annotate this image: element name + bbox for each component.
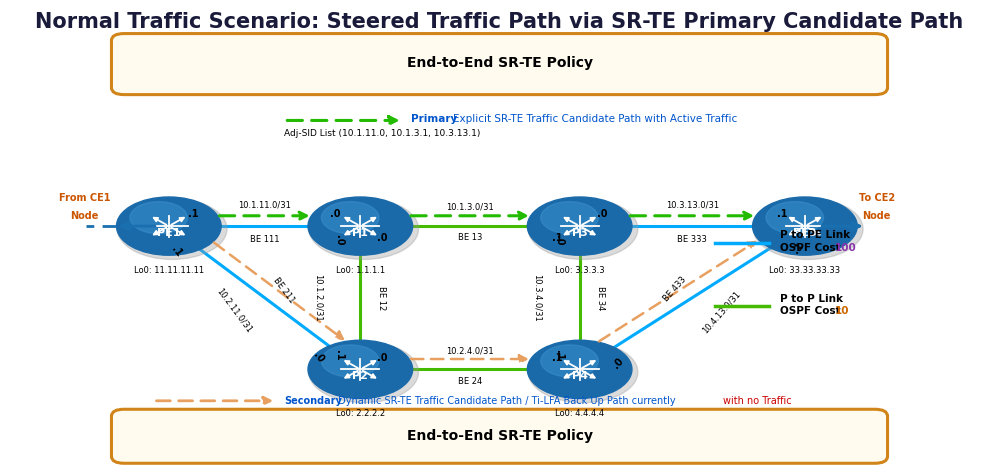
- Text: OSPF Cost: OSPF Cost: [780, 243, 845, 253]
- Text: 10.4.13.0/31: 10.4.13.0/31: [700, 289, 741, 334]
- FancyBboxPatch shape: [112, 33, 887, 95]
- Text: .1: .1: [777, 210, 787, 219]
- Text: Lo0: 1.1.1.1: Lo0: 1.1.1.1: [336, 266, 385, 275]
- Text: P to P Link: P to P Link: [780, 294, 843, 304]
- Circle shape: [527, 197, 632, 255]
- Text: From CE1: From CE1: [59, 193, 110, 203]
- Text: 100: 100: [835, 243, 857, 253]
- Text: BE 24: BE 24: [458, 377, 483, 386]
- Circle shape: [117, 197, 221, 255]
- Text: .1: .1: [552, 353, 563, 363]
- Circle shape: [527, 340, 632, 398]
- Text: .0: .0: [312, 350, 326, 365]
- Text: BE 433: BE 433: [661, 275, 687, 303]
- Text: Lo0: 11.11.11.11: Lo0: 11.11.11.11: [134, 266, 204, 275]
- Text: BE 111: BE 111: [250, 235, 280, 244]
- Text: .0: .0: [610, 356, 625, 370]
- Text: P2: P2: [353, 371, 369, 382]
- Text: End-to-End SR-TE Policy: End-to-End SR-TE Policy: [407, 430, 592, 444]
- Text: PE1: PE1: [157, 228, 181, 238]
- Text: Adj-SID List (10.1.11.0, 10.1.3.1, 10.3.13.1): Adj-SID List (10.1.11.0, 10.1.3.1, 10.3.…: [285, 129, 481, 138]
- Text: Lo0: 33.33.33.33: Lo0: 33.33.33.33: [769, 266, 840, 275]
- Text: OSPF Cost: OSPF Cost: [780, 306, 845, 316]
- Text: Node: Node: [70, 211, 99, 221]
- Text: .0: .0: [553, 235, 563, 246]
- Text: 10: 10: [835, 306, 850, 316]
- Text: Normal Traffic Scenario: Steered Traffic Path via SR-TE Primary Candidate Path: Normal Traffic Scenario: Steered Traffic…: [35, 12, 964, 32]
- Text: To CE2: To CE2: [858, 193, 895, 203]
- Text: P to PE Link: P to PE Link: [780, 230, 850, 241]
- Text: 10.2.4.0/31: 10.2.4.0/31: [447, 346, 494, 355]
- Circle shape: [540, 202, 598, 234]
- Circle shape: [766, 202, 823, 234]
- Text: 10.1.11.0/31: 10.1.11.0/31: [238, 201, 291, 210]
- Text: BE 12: BE 12: [377, 285, 386, 310]
- Text: 10.3.4.0/31: 10.3.4.0/31: [532, 274, 542, 322]
- Circle shape: [130, 202, 188, 234]
- Text: Lo0: 3.3.3.3: Lo0: 3.3.3.3: [554, 266, 604, 275]
- Circle shape: [753, 198, 863, 260]
- Text: PE3: PE3: [793, 228, 816, 238]
- Text: 10.3.13.0/31: 10.3.13.0/31: [665, 201, 719, 210]
- Text: P1: P1: [353, 228, 369, 238]
- Text: .1: .1: [189, 210, 199, 219]
- Text: .0: .0: [377, 233, 388, 243]
- Text: .0: .0: [335, 235, 345, 246]
- Circle shape: [528, 341, 637, 403]
- Text: with no Traffic: with no Traffic: [723, 396, 791, 406]
- Circle shape: [309, 341, 419, 403]
- Text: .1: .1: [335, 350, 345, 360]
- Text: Dynamic SR-TE Traffic Candidate Path / Ti-LFA Back Up Path currently: Dynamic SR-TE Traffic Candidate Path / T…: [335, 396, 678, 406]
- Text: .1: .1: [170, 244, 184, 259]
- Text: BE 333: BE 333: [677, 235, 707, 244]
- Text: BE 34: BE 34: [596, 285, 605, 310]
- Circle shape: [322, 345, 379, 377]
- Text: Explicit SR-TE Traffic Candidate Path with Active Traffic: Explicit SR-TE Traffic Candidate Path wi…: [454, 114, 737, 124]
- Circle shape: [540, 345, 598, 377]
- Text: Lo0: 4.4.4.4: Lo0: 4.4.4.4: [555, 409, 604, 418]
- Text: .0: .0: [377, 353, 388, 363]
- Circle shape: [309, 198, 419, 260]
- Text: Primary: Primary: [411, 114, 458, 124]
- Text: BE 13: BE 13: [458, 233, 483, 243]
- Text: Secondary: Secondary: [285, 396, 343, 406]
- Text: End-to-End SR-TE Policy: End-to-End SR-TE Policy: [407, 56, 592, 70]
- Text: .1: .1: [553, 350, 563, 360]
- Text: .1: .1: [552, 233, 563, 243]
- Circle shape: [322, 202, 379, 234]
- Text: 10.1.2.0/31: 10.1.2.0/31: [314, 274, 323, 322]
- Text: .0: .0: [330, 210, 341, 219]
- Text: P3: P3: [571, 228, 587, 238]
- FancyBboxPatch shape: [112, 409, 887, 463]
- Circle shape: [308, 340, 413, 398]
- Circle shape: [528, 198, 637, 260]
- Text: P4: P4: [571, 371, 587, 382]
- Text: .0: .0: [597, 210, 607, 219]
- Circle shape: [308, 197, 413, 255]
- Text: Lo0: 2.2.2.2: Lo0: 2.2.2.2: [336, 409, 385, 418]
- Circle shape: [117, 198, 227, 260]
- Text: .1: .1: [791, 241, 805, 255]
- Text: Node: Node: [862, 211, 891, 221]
- Circle shape: [752, 197, 857, 255]
- Text: 10.2.11.0/31: 10.2.11.0/31: [215, 286, 254, 334]
- Text: 10.1.3.0/31: 10.1.3.0/31: [447, 203, 494, 212]
- Text: BE 211: BE 211: [271, 276, 296, 304]
